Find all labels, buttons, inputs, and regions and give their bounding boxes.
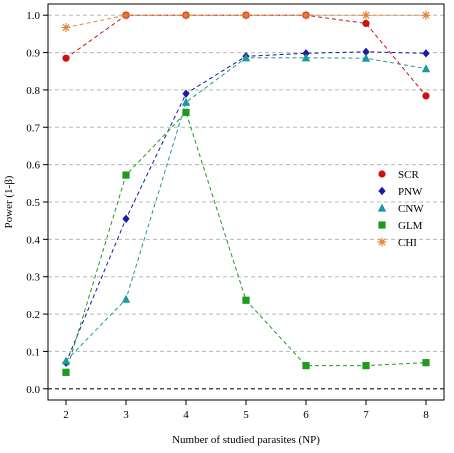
- asterisk-stroke: [242, 11, 250, 19]
- series-pnw: [62, 47, 430, 367]
- data-point-cnw: [61, 356, 71, 365]
- data-point-chi: [421, 10, 431, 20]
- data-point-glm: [122, 171, 130, 179]
- series-chi: [61, 10, 431, 32]
- x-tick-label: 7: [363, 409, 369, 421]
- asterisk-stroke: [302, 11, 310, 19]
- y-tick-label: 0.0: [26, 384, 40, 396]
- y-tick-label: 0.6: [26, 160, 40, 172]
- data-point-glm: [62, 368, 70, 376]
- y-tick-label: 1.0: [26, 10, 40, 22]
- grid-lines: [48, 14, 444, 390]
- y-tick-label: 0.9: [26, 48, 40, 60]
- asterisk-stroke: [362, 11, 370, 19]
- data-point-glm: [182, 108, 190, 116]
- data-point-cnw: [181, 97, 191, 106]
- legend-marker-glm: [378, 221, 386, 229]
- asterisk-stroke: [62, 24, 70, 32]
- x-tick-label: 8: [423, 409, 429, 421]
- legend-label-cnw: CNW: [398, 203, 424, 215]
- data-point-glm: [362, 362, 370, 370]
- legend: SCR PNW CNW GLM CHI: [377, 169, 424, 249]
- data-point-glm: [302, 362, 310, 370]
- series-line-pnw: [65, 51, 427, 363]
- y-tick-label: 0.7: [26, 122, 40, 134]
- legend-label-pnw: PNW: [398, 186, 423, 198]
- y-tick-label: 0.2: [26, 309, 40, 321]
- axes: 0.0 0.1 0.2 0.3 0.4 0.5 0.6 0.7 0.8 0.9 1.0 2 3 4 5 6 7 8: [26, 3, 445, 421]
- data-series: [61, 10, 431, 376]
- series-cnw: [61, 53, 431, 365]
- x-tick-label: 6: [303, 409, 309, 421]
- x-axis-label: Number of studied parasites (NP): [172, 434, 320, 446]
- y-tick-label: 0.8: [26, 85, 40, 97]
- data-point-pnw: [182, 89, 190, 98]
- data-point-chi: [61, 23, 71, 32]
- data-point-cnw: [361, 53, 371, 62]
- x-tick-label: 5: [243, 409, 249, 421]
- legend-label-scr: SCR: [398, 169, 419, 181]
- series-line-cnw: [65, 57, 427, 362]
- series-line-glm: [65, 111, 427, 373]
- data-point-chi: [241, 10, 251, 20]
- data-point-scr: [362, 19, 370, 28]
- data-point-cnw: [421, 64, 431, 73]
- asterisk-stroke: [182, 11, 190, 19]
- data-point-chi: [361, 10, 371, 20]
- asterisk-stroke: [378, 238, 386, 246]
- data-point-cnw: [241, 53, 251, 62]
- data-point-cnw: [301, 53, 311, 62]
- asterisk-stroke: [422, 11, 430, 19]
- legend-marker-scr: [378, 170, 386, 178]
- data-point-scr: [422, 92, 430, 100]
- legend-marker-cnw: [377, 203, 387, 212]
- y-tick-label: 0.3: [26, 272, 40, 284]
- legend-marker-pnw: [378, 186, 386, 196]
- data-point-cnw: [121, 294, 131, 303]
- x-tick-label: 3: [123, 409, 129, 421]
- data-point-chi: [121, 10, 131, 20]
- legend-label-glm: GLM: [398, 220, 423, 232]
- series-glm: [62, 108, 430, 376]
- legend-marker-chi: [377, 237, 387, 247]
- data-point-pnw: [302, 49, 310, 58]
- y-axis-label: Power (1-β): [3, 175, 15, 228]
- data-point-glm: [242, 296, 250, 304]
- x-tick-label: 4: [183, 409, 189, 421]
- data-point-chi: [301, 10, 311, 20]
- y-tick-label: 0.1: [26, 346, 40, 358]
- legend-label-chi: CHI: [398, 237, 417, 249]
- data-point-scr: [62, 54, 70, 62]
- y-tick-label: 0.4: [26, 234, 40, 246]
- data-point-pnw: [362, 47, 370, 57]
- asterisk-stroke: [122, 11, 130, 19]
- x-tick-label: 2: [63, 409, 69, 421]
- y-tick-label: 0.5: [26, 197, 40, 209]
- data-point-pnw: [422, 49, 430, 58]
- data-point-pnw: [122, 214, 130, 224]
- data-point-glm: [422, 359, 430, 367]
- data-point-chi: [181, 10, 191, 20]
